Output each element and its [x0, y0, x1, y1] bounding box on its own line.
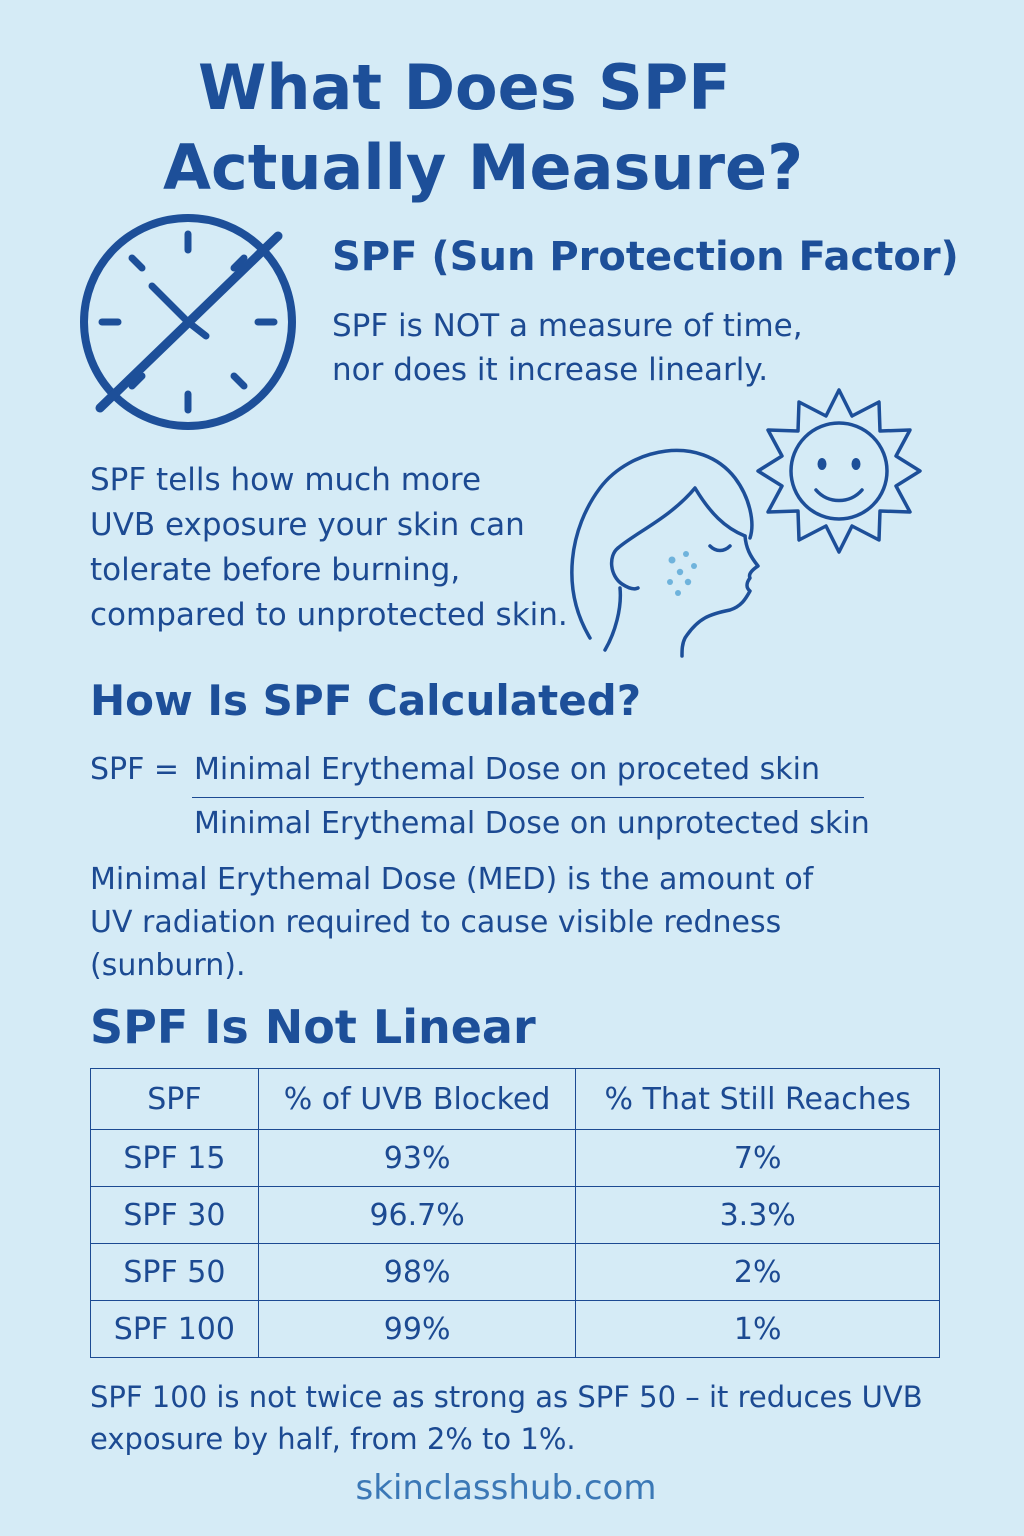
spf-definition-text: SPF is NOT a measure of time, nor does i…: [332, 308, 803, 388]
cell-still-reaches: 1%: [575, 1300, 940, 1358]
cell-spf: SPF 15: [90, 1129, 259, 1187]
table-row: SPF 100 99% 1%: [90, 1300, 940, 1358]
cell-uvb-blocked: 99%: [257, 1300, 577, 1358]
spf-explanation-text: SPF tells how much more UVB exposure you…: [90, 462, 568, 633]
cell-still-reaches: 2%: [575, 1243, 940, 1301]
table-row: SPF 15 93% 7%: [90, 1129, 940, 1187]
calculation-heading: How Is SPF Calculated?: [90, 676, 642, 725]
table-row: SPF 30 96.7% 3.3%: [90, 1186, 940, 1244]
face-profile-icon: [570, 448, 760, 658]
not-linear-note: SPF 100 is not twice as strong as SPF 50…: [90, 1380, 923, 1456]
cell-spf: SPF 100: [90, 1300, 259, 1358]
column-header-still-reaches: % That Still Reaches: [575, 1068, 940, 1130]
page-title-line-2: Actually Measure?: [163, 131, 804, 204]
formula-denominator: Minimal Erythemal Dose on unprotected sk…: [194, 806, 870, 841]
page-title-line-1: What Does SPF: [198, 51, 731, 124]
column-header-uvb-blocked: % of UVB Blocked: [257, 1068, 577, 1130]
cell-still-reaches: 3.3%: [575, 1186, 940, 1244]
cell-spf: SPF 30: [90, 1186, 259, 1244]
formula-numerator: Minimal Erythemal Dose on proceted skin: [194, 752, 820, 787]
cell-spf: SPF 50: [90, 1243, 259, 1301]
formula-fraction-line: [192, 797, 864, 798]
spf-comparison-table: SPF % of UVB Blocked % That Still Reache…: [90, 1068, 940, 1358]
cell-uvb-blocked: 93%: [257, 1129, 577, 1187]
med-definition-text: Minimal Erythemal Dose (MED) is the amou…: [90, 862, 814, 983]
cell-uvb-blocked: 98%: [257, 1243, 577, 1301]
cell-uvb-blocked: 96.7%: [257, 1186, 577, 1244]
page-title: What Does SPF Actually Measure?: [0, 48, 1024, 208]
spf-definition-heading: SPF (Sun Protection Factor): [332, 234, 959, 280]
table-row: SPF 50 98% 2%: [90, 1243, 940, 1301]
footer-website: skinclasshub.com: [355, 1468, 657, 1508]
not-linear-heading: SPF Is Not Linear: [90, 1000, 536, 1054]
cell-still-reaches: 7%: [575, 1129, 940, 1187]
column-header-spf: SPF: [90, 1068, 259, 1130]
table-header-row: SPF % of UVB Blocked % That Still Reache…: [90, 1068, 940, 1130]
crossed-out-clock-icon: [80, 214, 296, 430]
formula-lhs: SPF =: [90, 752, 180, 787]
smiling-sun-icon: [756, 388, 922, 554]
